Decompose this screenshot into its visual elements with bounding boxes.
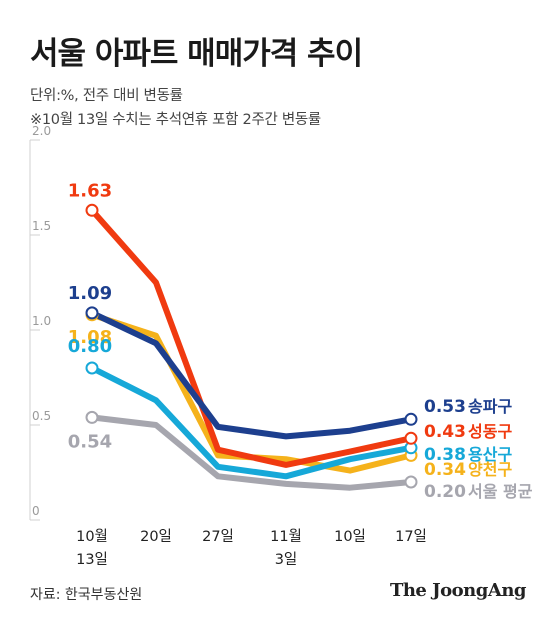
y-tick-label: 1.5	[32, 219, 51, 233]
data-point-marker	[404, 431, 418, 445]
series-name-label: 성동구	[468, 422, 512, 441]
y-tick-label: 0.5	[32, 409, 51, 423]
x-tick-label: 10월	[76, 528, 108, 545]
x-tick-label: 3일	[275, 551, 298, 568]
source-label: 자료: 한국부동산원	[30, 587, 143, 603]
start-value-label: 0.80	[68, 336, 112, 357]
x-tick-label: 17일	[395, 528, 427, 545]
start-value-label: 1.63	[68, 180, 112, 201]
data-point-marker	[85, 203, 99, 217]
series-line	[89, 414, 414, 491]
chart-title: 서울 아파트 매매가격 추이	[30, 36, 363, 72]
y-tick-label: 2.0	[32, 124, 51, 138]
y-tick-label: 0	[32, 504, 40, 518]
end-value-label: 0.38	[424, 445, 466, 465]
x-tick-label: 11월	[270, 528, 302, 545]
series-line	[89, 365, 414, 480]
series-line	[89, 309, 414, 440]
brand-logo: The JoongAng	[389, 580, 527, 601]
x-tick-label: 20일	[140, 528, 172, 545]
x-tick-label: 13일	[76, 551, 108, 568]
end-value-label: 0.34	[424, 460, 466, 480]
series-name-label: 서울 평균	[468, 482, 533, 501]
end-value-label: 0.53	[424, 397, 466, 417]
y-tick-label: 1.0	[32, 314, 51, 328]
start-value-label: 1.08	[68, 327, 112, 348]
series-name-label: 송파구	[468, 397, 512, 416]
footnote: ※10월 13일 수치는 추석연휴 포함 2주간 변동률	[30, 112, 321, 128]
end-value-label: 0.20	[424, 482, 466, 502]
start-value-label: 0.54	[68, 431, 112, 452]
end-value-label: 0.43	[424, 422, 466, 442]
series-name-label: 용산구	[468, 445, 512, 464]
data-point-marker	[85, 306, 99, 320]
start-value-label: 1.09	[68, 283, 112, 304]
x-tick-label: 10일	[334, 528, 366, 545]
series-name-label: 양천구	[468, 460, 512, 479]
unit-note: 단위:%, 전주 대비 변동률	[30, 88, 183, 104]
data-point-marker	[404, 412, 418, 426]
data-point-marker	[85, 410, 99, 424]
x-tick-label: 27일	[202, 528, 234, 545]
data-point-marker	[85, 361, 99, 375]
data-point-marker	[404, 475, 418, 489]
series-line	[89, 207, 414, 468]
